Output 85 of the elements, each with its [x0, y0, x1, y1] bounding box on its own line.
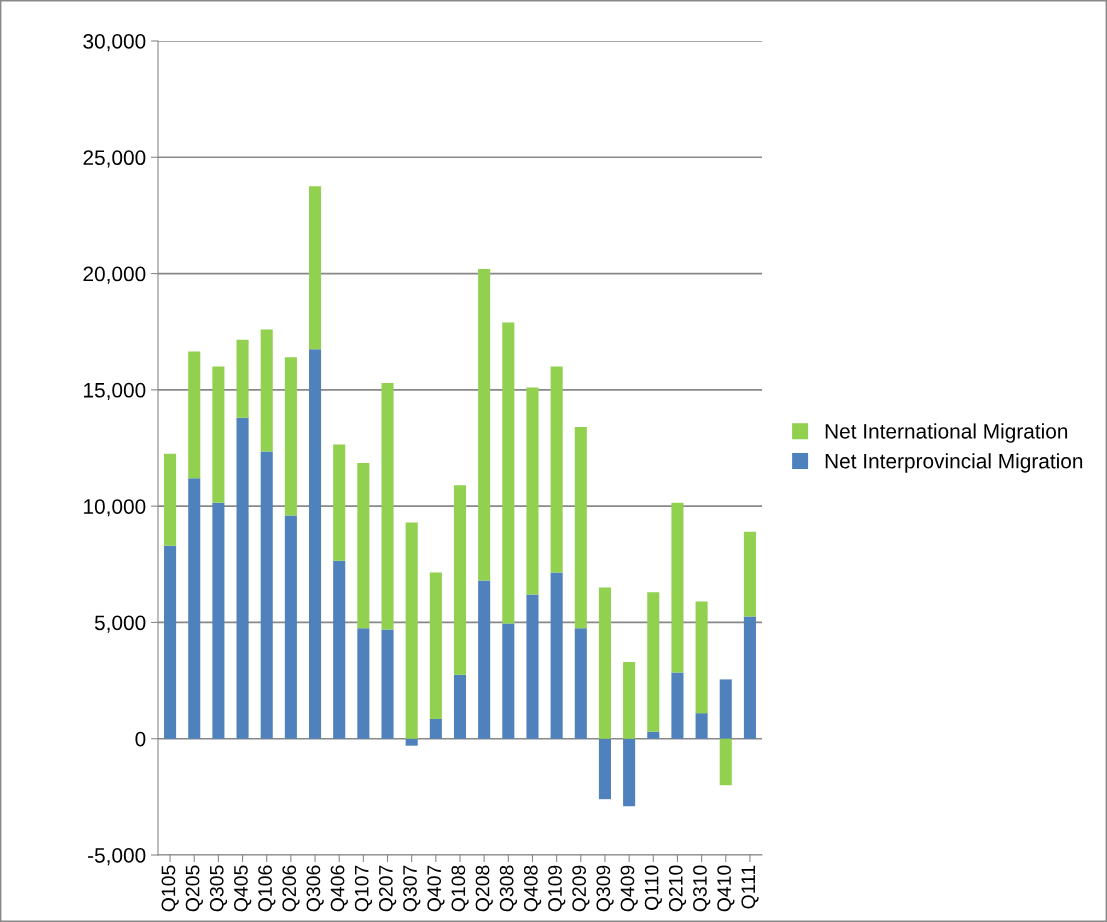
bar: [453, 485, 467, 675]
x-tick-label: Q310: [693, 865, 711, 912]
legend-label: Net Interprovincial Migration: [825, 453, 1083, 473]
x-tick-label: Q206: [282, 865, 300, 912]
x-tick-label: Q408: [523, 865, 542, 912]
bar: [623, 738, 636, 807]
bar: [188, 478, 201, 739]
bar: [357, 463, 370, 629]
x-tick-label: Q105: [161, 865, 179, 912]
bar: [212, 366, 225, 503]
y-tick-label: 5,000: [94, 615, 146, 633]
bar: [695, 713, 708, 739]
bar: [236, 417, 249, 739]
bar: [478, 268, 491, 581]
bar: [743, 531, 756, 617]
x-tick-label: Q109: [548, 865, 566, 912]
bar: [429, 572, 442, 719]
x-tick-label: Q409: [620, 865, 638, 912]
bar: [381, 629, 394, 739]
bar: [236, 339, 249, 418]
bar: [284, 515, 297, 739]
bar: [719, 738, 732, 786]
x-tick-label: Q308: [499, 865, 518, 912]
x-tick-label: Q111: [741, 865, 759, 909]
x-tick-label: Q306: [306, 865, 324, 912]
y-tick-label: 10,000: [84, 499, 146, 517]
bar: [550, 572, 563, 739]
x-tick-label: Q405: [234, 865, 252, 912]
bar: [671, 502, 684, 673]
x-tick-label: Q309: [596, 865, 614, 912]
y-tick-label: 0: [135, 731, 146, 747]
bar: [647, 731, 660, 739]
y-tick-label: -5,000: [88, 848, 146, 866]
y-tick-label: 25,000: [83, 150, 146, 168]
bar: [478, 580, 491, 739]
y-tick-label: 30,000: [83, 34, 146, 52]
bar: [309, 186, 322, 350]
bar: [526, 387, 539, 595]
bar: [598, 587, 611, 739]
bar: [671, 672, 684, 739]
bar: [623, 661, 636, 739]
x-tick-label: Q208: [475, 865, 493, 912]
bar: [429, 718, 442, 739]
bar: [502, 322, 515, 624]
bar: [212, 502, 225, 739]
x-tick-label: Q410: [717, 865, 735, 912]
bar: [598, 738, 611, 800]
bar: [164, 545, 177, 739]
x-tick-label: Q210: [668, 865, 687, 912]
bar: [647, 592, 660, 732]
y-tick-label: 20,000: [83, 266, 146, 284]
bar: [333, 444, 346, 561]
x-tick-label: Q406: [330, 865, 348, 912]
bar: [381, 382, 394, 630]
bar: [502, 623, 515, 739]
bar: [574, 427, 587, 629]
bar: [550, 366, 563, 573]
bar: [164, 453, 177, 546]
x-tick-label: Q207: [378, 865, 397, 912]
x-tick-label: Q205: [185, 865, 203, 912]
x-tick-label: Q110: [644, 865, 662, 910]
x-tick-label: Q106: [258, 865, 276, 912]
bar: [526, 594, 539, 739]
x-tick-label: Q108: [451, 865, 469, 912]
bar: [188, 351, 201, 479]
x-tick-label: Q307: [403, 865, 421, 912]
bar: [357, 628, 370, 739]
legend-label: Net International Migration: [825, 423, 1068, 443]
bar: [309, 349, 322, 739]
bar: [405, 522, 418, 739]
bar: [695, 601, 708, 714]
x-tick-label: Q107: [354, 865, 373, 912]
bar: [260, 329, 273, 452]
bar: [333, 560, 346, 739]
y-tick-label: 15,000: [84, 382, 146, 401]
bar: [719, 679, 732, 739]
bar: [743, 616, 756, 739]
x-tick-label: Q407: [427, 865, 445, 912]
bar: [405, 738, 418, 746]
x-tick-label: Q305: [209, 865, 228, 912]
bar: [453, 674, 467, 739]
bar: [574, 628, 587, 739]
bar: [260, 451, 273, 739]
x-tick-label: Q209: [572, 865, 590, 912]
bar: [284, 357, 297, 516]
